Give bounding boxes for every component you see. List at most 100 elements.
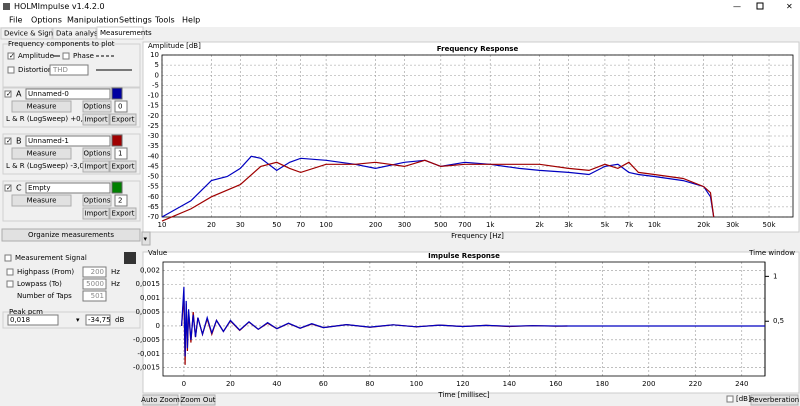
y-tick-label: 5 xyxy=(155,61,159,69)
button[interactable] xyxy=(11,194,72,207)
checkbox[interactable] xyxy=(6,280,14,288)
checkbox[interactable] xyxy=(4,137,12,145)
menu-item[interactable]: Settings xyxy=(119,16,152,25)
button[interactable] xyxy=(180,394,216,406)
x-tick-label: 100 xyxy=(319,221,332,229)
button[interactable] xyxy=(82,160,110,173)
tab-label[interactable]: Device & Signal xyxy=(4,30,59,38)
menu-item[interactable]: Options xyxy=(31,16,62,25)
button-label[interactable]: Options xyxy=(83,197,110,205)
button-label[interactable]: Options xyxy=(83,150,110,158)
split-arrows: ▾ xyxy=(144,235,148,243)
button-label[interactable]: Organize measurements xyxy=(28,231,114,239)
y-tick-label: -0,001 xyxy=(137,350,160,358)
y2-axis-label: Time window xyxy=(748,249,795,257)
dropdown[interactable] xyxy=(49,64,89,76)
button[interactable] xyxy=(82,147,112,160)
color-swatch[interactable] xyxy=(111,134,123,147)
button-label[interactable]: Measure xyxy=(27,150,57,158)
close[interactable]: ✕ xyxy=(786,2,793,11)
minimize[interactable]: — xyxy=(733,2,741,11)
button[interactable] xyxy=(82,194,112,207)
split-button[interactable] xyxy=(141,231,151,246)
button-label[interactable]: Import xyxy=(84,163,107,171)
button-label[interactable]: Export xyxy=(112,163,135,171)
button[interactable] xyxy=(109,207,137,220)
button[interactable] xyxy=(82,207,110,220)
button[interactable] xyxy=(1,228,141,242)
x-tick-label: 500 xyxy=(434,221,447,229)
button[interactable] xyxy=(82,100,112,113)
button[interactable] xyxy=(142,394,179,406)
button-label[interactable]: Measure xyxy=(27,197,57,205)
y-tick-label: -65 xyxy=(148,203,159,211)
button[interactable] xyxy=(109,160,137,173)
name-field[interactable] xyxy=(25,88,111,100)
button-label[interactable]: Auto Zoom xyxy=(141,396,180,404)
button-label[interactable]: Zoom Out xyxy=(180,396,215,404)
button[interactable] xyxy=(11,100,72,113)
checkbox[interactable] xyxy=(726,395,734,403)
button[interactable] xyxy=(109,113,137,126)
tab-active[interactable] xyxy=(96,26,144,40)
button-label[interactable]: Export xyxy=(112,116,135,124)
button-label[interactable]: Import xyxy=(84,210,107,218)
window-title: HOLMImpulse v1.4.2.0 xyxy=(14,2,105,11)
name-field[interactable] xyxy=(25,182,111,194)
input-value: 200 xyxy=(91,268,104,276)
button-label[interactable]: Import xyxy=(84,116,107,124)
color-swatch[interactable] xyxy=(111,181,123,194)
y-tick-label: -35 xyxy=(148,142,159,150)
x-tick-label: 200 xyxy=(642,380,655,388)
checkbox[interactable] xyxy=(4,90,12,98)
color-swatch[interactable] xyxy=(111,87,123,100)
checkbox[interactable] xyxy=(4,254,12,262)
color-swatch[interactable] xyxy=(124,252,136,264)
menu-item[interactable]: File xyxy=(9,16,22,25)
app-icon xyxy=(3,3,10,10)
label: Measurement Signal xyxy=(15,254,87,262)
x-tick-label: 40 xyxy=(272,380,281,388)
button-label[interactable]: Options xyxy=(83,103,110,111)
channel-box xyxy=(2,86,141,128)
input[interactable] xyxy=(82,266,107,278)
spinner[interactable] xyxy=(114,194,128,207)
checkbox[interactable] xyxy=(6,268,14,276)
input-value: 501 xyxy=(91,292,104,300)
check-mark: ✓ xyxy=(6,184,12,192)
tab[interactable] xyxy=(52,27,97,40)
x-tick-label: 1k xyxy=(486,221,495,229)
checkbox[interactable] xyxy=(62,52,70,60)
checkbox[interactable] xyxy=(4,184,12,192)
button[interactable] xyxy=(11,147,72,160)
spinner[interactable] xyxy=(114,100,128,113)
checkbox[interactable] xyxy=(7,66,15,74)
button[interactable] xyxy=(750,394,799,406)
y-tick-label: -70 xyxy=(148,213,159,221)
y-tick-label: 0,0005 xyxy=(136,308,161,316)
spinner[interactable] xyxy=(114,147,128,160)
input-value: 5000 xyxy=(86,280,104,288)
menu-item[interactable]: Tools xyxy=(154,16,175,25)
label: Phase xyxy=(73,52,94,60)
tab-label[interactable]: Measurements xyxy=(100,29,152,37)
series-line xyxy=(161,159,715,222)
button-label[interactable]: Reverberation xyxy=(750,396,800,404)
button-label[interactable]: Export xyxy=(112,210,135,218)
output xyxy=(7,314,59,326)
x-tick-label: 3k xyxy=(564,221,573,229)
button-label[interactable]: Measure xyxy=(27,103,57,111)
name-field[interactable] xyxy=(25,135,111,147)
input[interactable] xyxy=(82,290,107,302)
checkbox[interactable] xyxy=(7,52,15,60)
tab[interactable] xyxy=(0,27,53,40)
button[interactable] xyxy=(82,113,110,126)
y-axis-label: Amplitude [dB] xyxy=(148,42,201,50)
maximize[interactable] xyxy=(756,2,764,10)
tab-label[interactable]: Data analysis xyxy=(56,30,104,38)
input[interactable] xyxy=(82,278,107,290)
menu-item[interactable]: Help xyxy=(182,16,200,25)
x-tick-label: 20 xyxy=(207,221,216,229)
menu-item[interactable]: Manipulation xyxy=(67,16,119,25)
label: Highpass (From) xyxy=(17,268,74,276)
